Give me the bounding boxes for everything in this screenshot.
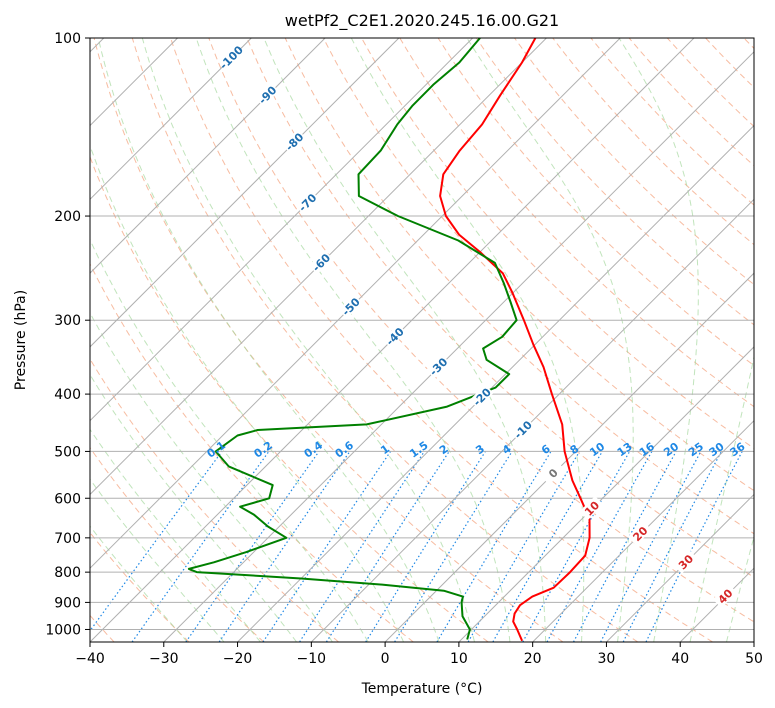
y-tick-label: 100	[54, 31, 81, 47]
moist-adiabat-line	[90, 428, 261, 642]
isotherm-gridline	[90, 38, 621, 569]
isotherm-label-bg	[382, 324, 407, 349]
y-tick-label: 400	[54, 387, 81, 403]
isotherm-label-bg	[218, 45, 243, 70]
isotherm-gridline	[310, 198, 754, 642]
x-tick-label: 30	[598, 651, 616, 667]
isotherm-label-bg	[627, 521, 652, 546]
dry-adiabat-line	[90, 446, 265, 642]
moist-adiabat-line	[90, 311, 333, 642]
moist-adiabat-line	[90, 478, 225, 642]
isotherm-label-bg	[308, 250, 333, 275]
moist-adiabat-line	[350, 38, 585, 642]
x-tick-label: 10	[450, 651, 468, 667]
isotherm-gridline	[606, 493, 754, 642]
dry-adiabat-line	[437, 38, 754, 367]
isotherm-label-bg	[295, 190, 320, 215]
mixing-ratio-line	[622, 451, 722, 642]
isotherm-label-bg	[673, 549, 698, 574]
moist-adiabat-line	[618, 38, 699, 642]
x-tick-label: −20	[223, 651, 253, 667]
moist-adiabat-line	[90, 525, 188, 642]
x-tick-label: 40	[671, 651, 689, 667]
isotherm-label-bg	[255, 82, 280, 107]
isotherm-label-bg	[338, 294, 363, 319]
isotherm-label-bg	[712, 583, 737, 608]
x-axis-title: Temperature (°C)	[361, 681, 483, 697]
temperature-profile-line	[439, 38, 591, 642]
y-axis-title: Pressure (hPa)	[13, 290, 29, 390]
x-tick-label: −10	[297, 651, 327, 667]
isotherm-gridline	[90, 38, 474, 422]
y-tick-label: 500	[54, 444, 81, 460]
isotherm-label-bg	[282, 129, 307, 154]
x-tick-label: −30	[149, 651, 179, 667]
moist-adiabat-line	[141, 38, 475, 642]
y-tick-label: 600	[54, 491, 81, 507]
isotherm-label-bg	[579, 496, 604, 521]
mixing-ratio-line	[546, 451, 653, 642]
plot-background	[90, 38, 754, 642]
x-tick-label: 50	[745, 651, 763, 667]
isotherm-gridline	[90, 38, 252, 201]
isotherm-label-bg	[469, 384, 494, 409]
dewpoint-profile-line	[187, 38, 518, 640]
y-tick-label: 900	[54, 595, 81, 611]
mixing-ratio-line	[522, 451, 631, 642]
mixing-ratio-line	[90, 451, 223, 632]
isotherm-gridline	[90, 38, 326, 274]
isotherm-gridline	[753, 641, 754, 642]
dry-adiabat-line	[93, 38, 564, 642]
moist-adiabat-line	[97, 38, 440, 642]
isotherm-gridline	[90, 38, 547, 496]
moist-adiabat-line	[263, 38, 547, 642]
isotherm-label-bg	[510, 417, 535, 442]
moist-adiabat-line	[90, 373, 298, 642]
y-tick-label: 200	[54, 209, 81, 225]
x-tick-label: −40	[75, 651, 105, 667]
y-tick-label: 1000	[45, 622, 81, 638]
plot-frame	[89, 37, 755, 643]
dry-adiabat-line	[322, 38, 754, 492]
mixing-ratio-line	[325, 451, 450, 642]
mixing-ratio-line	[185, 451, 320, 642]
dry-adiabat-line	[170, 38, 713, 642]
moist-adiabat-line	[195, 38, 511, 642]
mixing-ratio-line	[572, 451, 677, 642]
mixing-ratio-line	[218, 451, 351, 642]
moist-adiabat-line	[689, 354, 754, 642]
mixing-ratio-line	[262, 451, 392, 642]
isotherm-gridline	[458, 346, 754, 642]
isotherm-gridline	[163, 51, 754, 642]
dry-adiabat-line	[90, 358, 339, 642]
moist-adiabat-line	[726, 535, 754, 642]
mixing-ratio-line	[394, 451, 513, 642]
isotherm-label-bg	[540, 460, 565, 485]
y-tick-label: 300	[54, 313, 81, 329]
moist-adiabat-line	[90, 144, 405, 642]
dry-adiabat-line	[475, 38, 754, 326]
dry-adiabat-line	[90, 262, 414, 642]
y-tick-label: 700	[54, 531, 81, 547]
moist-adiabat-line	[90, 238, 369, 642]
isotherm-gridline	[384, 272, 754, 642]
x-tick-label: 0	[381, 651, 390, 667]
y-tick-label: 800	[54, 565, 81, 581]
x-tick-label: 20	[524, 651, 542, 667]
chart-title: wetPf2_C2E1.2020.245.16.00.G21	[285, 11, 559, 31]
dry-adiabat-line	[131, 38, 639, 642]
isotherm-gridline	[237, 124, 754, 642]
dry-adiabat-line	[246, 38, 754, 578]
isotherm-label-bg	[426, 354, 451, 379]
mixing-ratio-line	[299, 451, 425, 642]
dry-adiabat-line	[284, 38, 754, 535]
mixing-ratio-line	[645, 451, 743, 642]
dry-adiabat-line	[514, 38, 754, 286]
